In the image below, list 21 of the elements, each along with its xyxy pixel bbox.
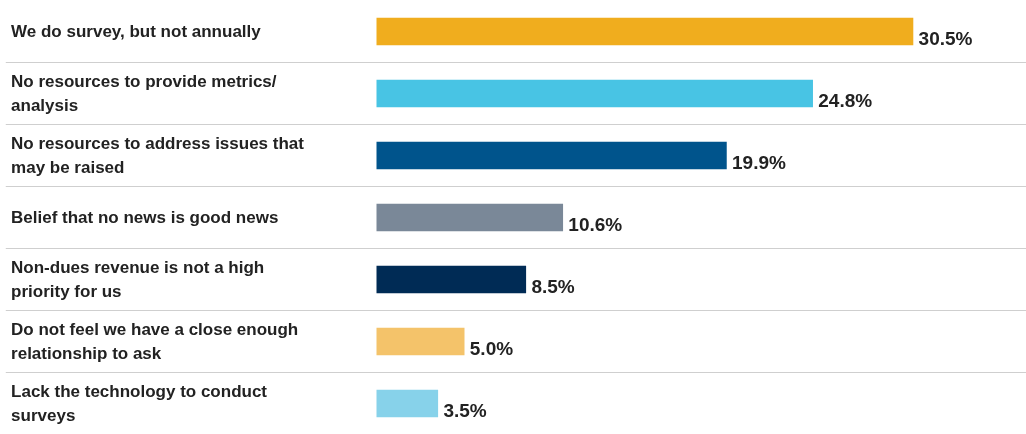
bar — [376, 327, 465, 356]
y-tick-label: No resources to provide metrics/ analysis — [11, 72, 277, 115]
data-label: 30.5% — [918, 28, 973, 50]
bar — [376, 265, 527, 294]
bar — [376, 79, 813, 108]
y-tick-label: We do survey, but not annually — [11, 22, 262, 41]
bar — [376, 17, 914, 46]
y-tick-label: No resources to address issues that may be raised — [11, 134, 305, 177]
y-tick-label: Lack the technology to conduct surveys — [11, 382, 268, 425]
bar — [376, 141, 727, 170]
bar — [376, 389, 439, 418]
data-label: 3.5% — [443, 400, 487, 422]
y-tick-label: Non-dues revenue is not a high priority for us — [11, 258, 265, 301]
y-tick-label: Belief that no news is good news — [11, 208, 279, 227]
y-tick-label: Do not feel we have a close enough relationship to ask — [11, 320, 299, 363]
data-label: 5.0% — [469, 338, 514, 360]
data-label: 8.5% — [531, 276, 575, 298]
bar — [376, 203, 564, 232]
data-label: 24.8% — [818, 90, 873, 112]
data-label: 10.6% — [568, 214, 623, 236]
data-label: 19.9% — [732, 152, 786, 174]
